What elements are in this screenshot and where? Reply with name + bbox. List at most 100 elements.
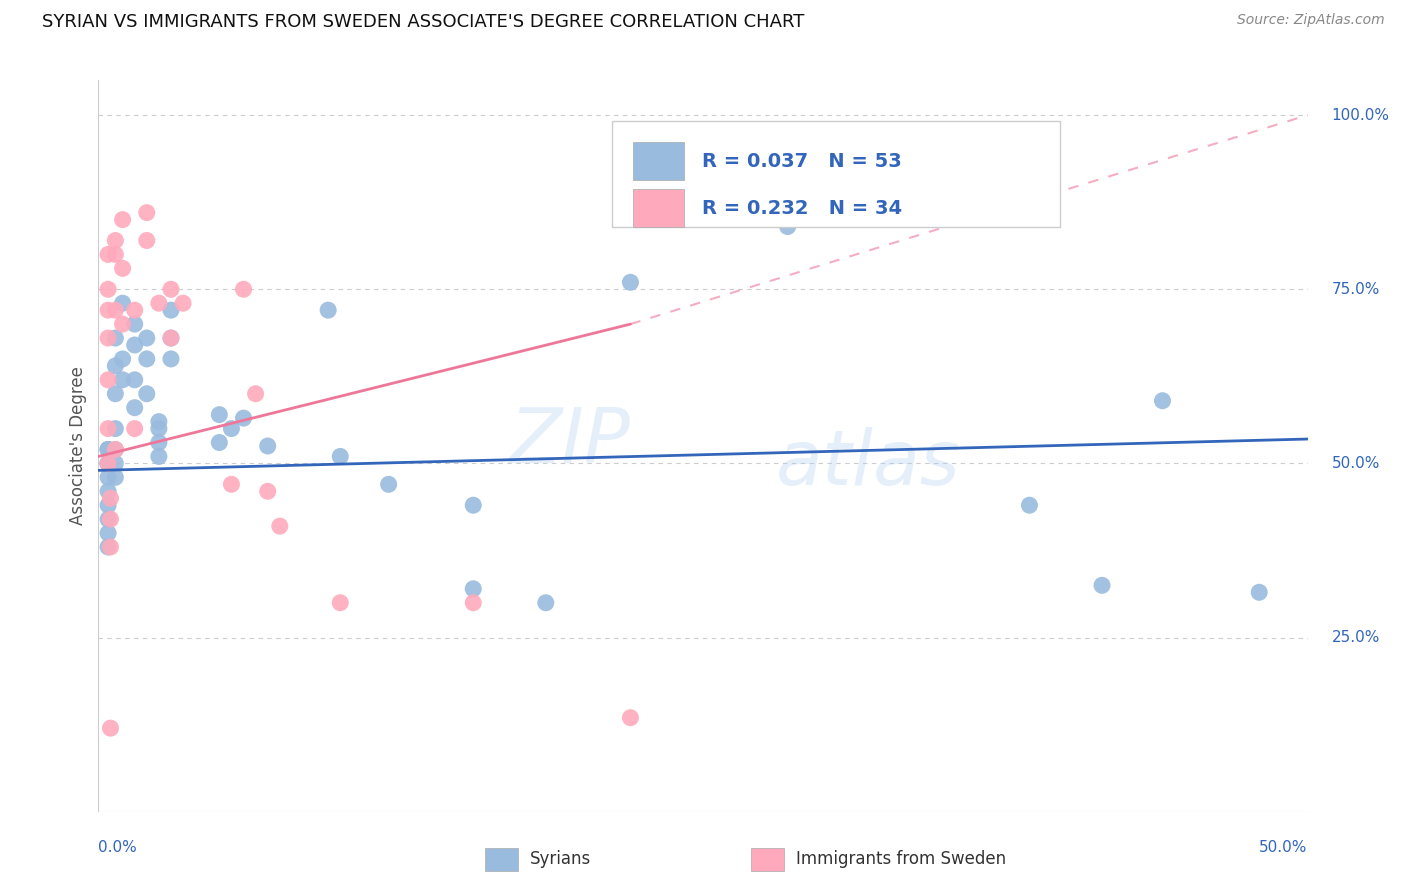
Point [124,317,146,331]
Point [221,477,243,491]
Point [111,212,134,227]
Point [160,282,183,296]
Point [534,596,557,610]
Text: Source: ZipAtlas.com: Source: ZipAtlas.com [1237,13,1385,28]
Text: ZIP: ZIP [509,405,630,479]
Point [619,275,641,289]
Point [160,331,183,345]
FancyBboxPatch shape [633,143,683,180]
Point [104,359,127,373]
Point [100,491,122,506]
Point [104,442,127,457]
Point [232,282,254,296]
Point [124,421,146,435]
Point [97,498,120,512]
Text: 50.0%: 50.0% [1331,456,1381,471]
Point [377,477,399,491]
Point [160,351,183,366]
Point [100,721,122,735]
Point [208,435,231,450]
Point [97,526,120,541]
Text: Immigrants from Sweden: Immigrants from Sweden [796,850,1007,868]
Point [135,351,157,366]
Point [329,450,352,464]
Point [104,331,127,345]
Point [124,338,146,352]
Point [124,303,146,318]
Text: 25.0%: 25.0% [1331,630,1381,645]
Text: 100.0%: 100.0% [1331,108,1389,122]
Point [97,470,120,484]
Point [97,331,120,345]
Point [97,512,120,526]
Y-axis label: Associate's Degree: Associate's Degree [69,367,87,525]
Point [1152,393,1174,408]
Point [232,411,254,425]
FancyBboxPatch shape [633,189,683,227]
Point [776,219,799,234]
Point [111,261,134,276]
Point [97,373,120,387]
Text: 50.0%: 50.0% [1260,839,1308,855]
FancyBboxPatch shape [485,847,519,871]
Point [245,386,267,401]
Point [111,351,134,366]
Point [329,596,352,610]
Point [269,519,291,533]
Text: SYRIAN VS IMMIGRANTS FROM SWEDEN ASSOCIATE'S DEGREE CORRELATION CHART: SYRIAN VS IMMIGRANTS FROM SWEDEN ASSOCIA… [42,13,804,31]
Point [97,484,120,499]
Point [100,540,122,554]
Point [124,401,146,415]
Point [135,331,157,345]
Point [148,421,170,435]
Point [256,439,278,453]
Point [111,373,134,387]
Text: 75.0%: 75.0% [1331,282,1381,297]
Point [97,457,120,471]
Point [135,386,157,401]
Point [1249,585,1271,599]
Point [221,421,243,435]
Point [97,442,120,457]
Point [208,408,231,422]
Point [104,247,127,261]
FancyBboxPatch shape [612,120,1060,227]
Point [256,484,278,499]
Point [1091,578,1114,592]
Point [111,317,134,331]
Point [97,247,120,261]
Point [97,457,120,471]
Point [104,234,127,248]
Point [97,442,120,457]
Point [160,331,183,345]
Point [619,711,641,725]
Point [111,296,134,310]
Text: R = 0.232   N = 34: R = 0.232 N = 34 [702,199,901,218]
Point [463,498,485,512]
Point [97,457,120,471]
Point [172,296,194,310]
Point [463,582,485,596]
Text: R = 0.037   N = 53: R = 0.037 N = 53 [702,152,901,171]
Point [104,442,127,457]
Point [135,205,157,219]
Text: 0.0%: 0.0% [98,839,138,855]
Point [97,457,120,471]
Point [148,450,170,464]
Point [124,373,146,387]
Point [148,296,170,310]
Point [97,303,120,318]
Point [97,540,120,554]
Point [148,415,170,429]
Point [148,435,170,450]
Point [97,442,120,457]
FancyBboxPatch shape [751,847,785,871]
Text: atlas: atlas [776,427,960,501]
Text: Syrians: Syrians [530,850,592,868]
Point [316,303,339,318]
Point [135,234,157,248]
Point [104,303,127,318]
Point [104,421,127,435]
Point [1018,498,1040,512]
Point [100,512,122,526]
